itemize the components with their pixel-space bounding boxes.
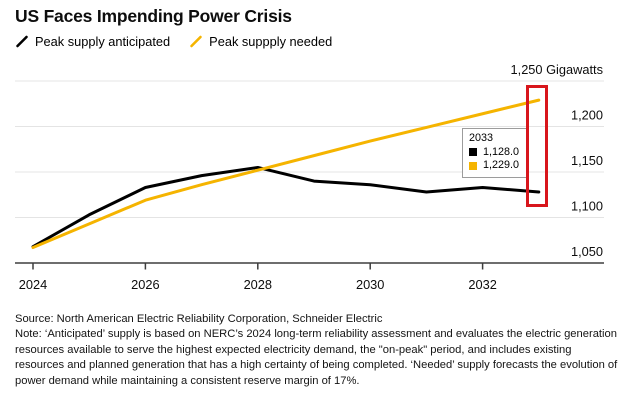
series-swatch-yellow <box>469 161 477 170</box>
y-axis-label: 1,150 <box>571 153 603 168</box>
series-line-anticipated <box>31 165 541 249</box>
series-swatch-black <box>469 148 477 157</box>
footnotes: Source: North American Electric Reliabil… <box>15 312 618 389</box>
chart-tooltip: 2033 1,128.0 1,229.0 <box>462 128 529 178</box>
tooltip-row-needed: 1,229.0 <box>469 159 519 173</box>
series-line-needed <box>31 98 541 250</box>
y-axis-label: 1,100 <box>571 199 603 214</box>
x-axis-label: 2028 <box>244 277 272 292</box>
y-axis-label: 1,250 Gigawatts <box>511 62 603 77</box>
legend-item-anticipated: Peak supply anticipated <box>15 34 170 49</box>
tooltip-year: 2033 <box>469 132 494 144</box>
line-chart: 1,050 1,100 1,150 1,200 1,250 Gigawatts 2024 2… <box>15 62 604 292</box>
tooltip-value-anticipated: 1,128.0 <box>483 145 520 158</box>
x-axis-label: 2030 <box>356 277 384 292</box>
legend-label-anticipated: Peak supply anticipated <box>35 34 171 49</box>
yellow-line-swatch-icon <box>190 35 202 48</box>
chart-title: US Faces Impending Power Crisis <box>15 6 292 26</box>
y-axis-label: 1,050 <box>571 244 603 259</box>
highlight-rect-annotation <box>526 85 548 207</box>
source-note: Source: North American Electric Reliabil… <box>15 313 383 325</box>
x-axis-label: 2032 <box>468 277 496 292</box>
black-line-swatch-icon <box>16 35 28 48</box>
legend-item-needed: Peak suppply needed <box>189 34 332 49</box>
tooltip-value-needed: 1,229.0 <box>483 159 520 171</box>
y-axis-label: 1,200 <box>571 108 603 123</box>
legend-label-needed: Peak suppply needed <box>209 34 333 49</box>
tooltip-row-anticipated: 1,128.0 <box>469 146 519 160</box>
methodology-note: Note: ‘Anticipated’ supply is based on N… <box>15 328 618 387</box>
chart-legend: Peak supply anticipated Peak suppply nee… <box>15 34 332 49</box>
x-axis-label: 2024 <box>19 277 47 292</box>
x-axis-label: 2026 <box>131 277 159 292</box>
